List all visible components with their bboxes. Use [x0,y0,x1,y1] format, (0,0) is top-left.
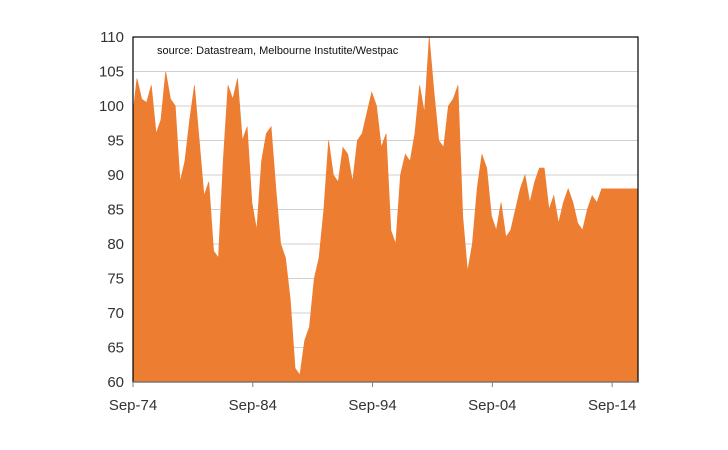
y-tick-label: 60 [107,374,124,391]
x-tick-label: Sep-14 [588,397,636,414]
y-axis: 60 65 70 75 80 85 90 95 100 105 110 [99,29,124,391]
y-tick-label: 80 [107,236,124,253]
x-tick-label: Sep-74 [109,397,157,414]
x-tick-label: Sep-94 [348,397,396,414]
y-tick-label: 75 [107,271,124,288]
y-tick-label: 90 [107,167,124,184]
source-note: source: Datastream, Melbourne Instutite/… [157,45,399,57]
y-tick-label: 110 [100,29,124,46]
y-tick-label: 70 [107,305,124,322]
series-area-layer [132,36,639,383]
x-tick-label: Sep-84 [229,397,277,414]
y-tick-label: 65 [107,340,124,357]
y-tick-label: 95 [107,133,124,150]
y-tick-label: 85 [107,202,124,219]
y-tick-label: 100 [99,98,124,115]
series-area [132,36,639,383]
x-tick-label: Sep-04 [468,397,516,414]
y-tick-label: 105 [99,64,124,81]
x-axis: Sep-74 Sep-84 Sep-94 Sep-04 Sep-14 [109,381,638,414]
